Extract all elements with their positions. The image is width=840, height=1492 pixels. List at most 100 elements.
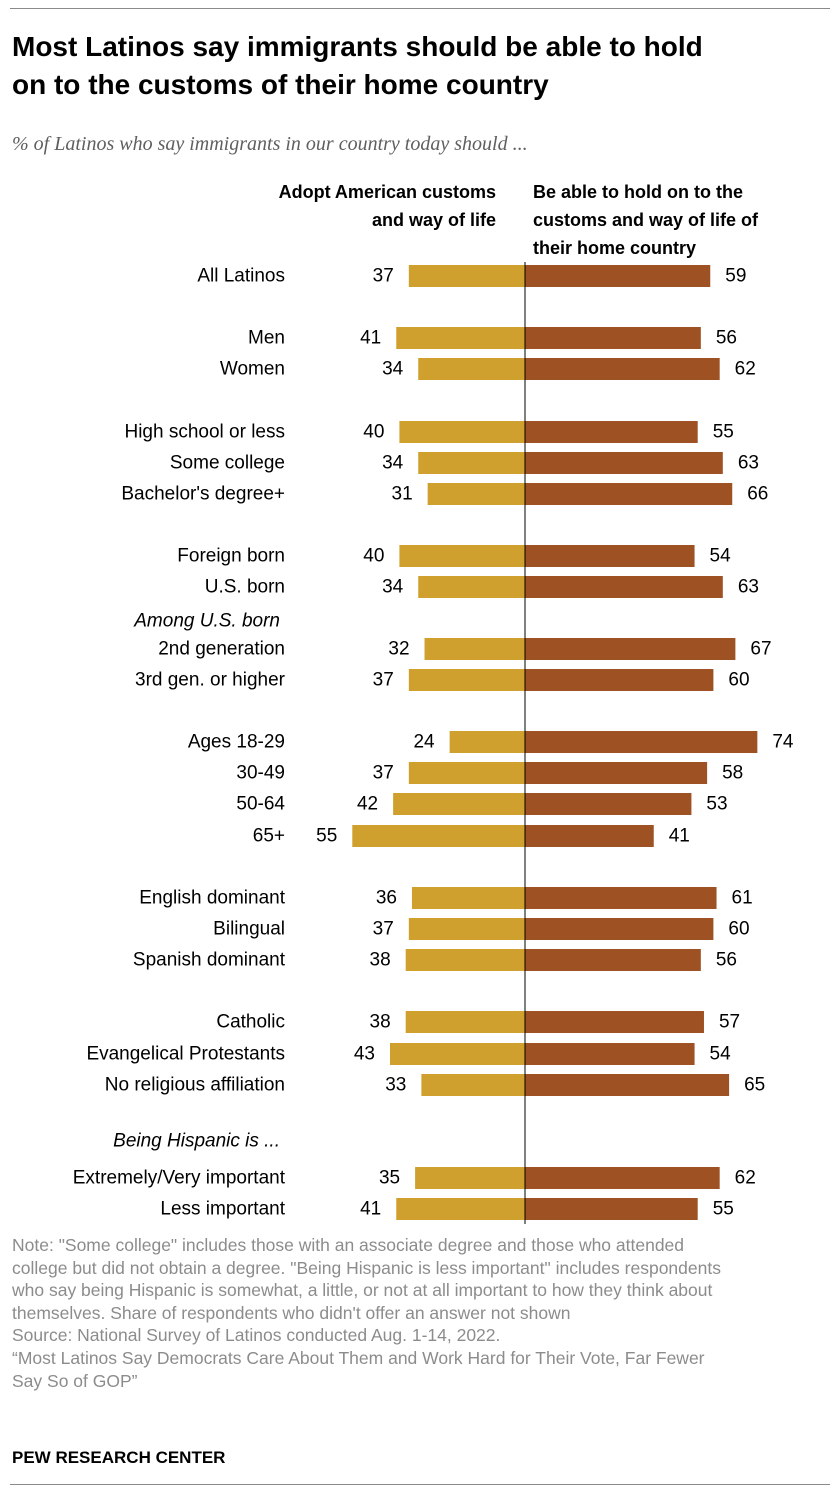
- category-label: High school or less: [124, 422, 285, 443]
- hold-bar: [525, 731, 758, 753]
- note-line: themselves. Share of respondents who did…: [12, 1302, 571, 1323]
- adopt-bar: [399, 421, 525, 443]
- adopt-value-label: 41: [360, 1199, 381, 1220]
- category-label: U.S. born: [205, 577, 285, 598]
- hold-value-label: 53: [706, 794, 727, 815]
- adopt-bar: [424, 638, 525, 660]
- note-line: college but did not obtain a degree. "Be…: [12, 1257, 721, 1278]
- adopt-value-label: 38: [370, 1012, 391, 1033]
- title-line: Most Latinos say immigrants should be ab…: [12, 31, 703, 62]
- column-header-hold: Be able to hold on to the customs and wa…: [533, 178, 758, 262]
- column-header-line: and way of life: [371, 210, 496, 230]
- hold-value-label: 56: [716, 950, 737, 971]
- adopt-bar: [396, 327, 525, 349]
- adopt-value-label: 35: [379, 1168, 400, 1189]
- column-header-line: Adopt American customs: [278, 182, 496, 202]
- chart-title: Most Latinos say immigrants should be ab…: [12, 28, 827, 104]
- adopt-bar: [408, 762, 525, 784]
- hold-value-label: 74: [772, 732, 794, 753]
- hold-value-label: 54: [710, 1044, 732, 1065]
- hold-value-label: 59: [725, 266, 746, 287]
- bottom-rule: [10, 1484, 830, 1485]
- report-title-line: Say So of GOP”: [12, 1370, 138, 1391]
- hold-value-label: 67: [750, 639, 771, 660]
- adopt-value-label: 34: [382, 577, 404, 598]
- hold-value-label: 63: [738, 577, 759, 598]
- adopt-value-label: 33: [385, 1075, 406, 1096]
- category-label: 3rd gen. or higher: [135, 670, 286, 691]
- hold-value-label: 54: [710, 546, 732, 567]
- hold-value-label: 62: [735, 1168, 756, 1189]
- category-label: Bachelor's degree+: [121, 484, 285, 505]
- hold-bar: [525, 918, 714, 940]
- adopt-bar: [418, 358, 525, 380]
- hold-bar: [525, 825, 654, 847]
- category-label: Extremely/Very important: [73, 1168, 286, 1189]
- source-line: Source: National Survey of Latinos condu…: [12, 1325, 501, 1346]
- hold-bar: [525, 265, 711, 287]
- category-label: Foreign born: [177, 546, 285, 567]
- hold-value-label: 66: [747, 484, 768, 505]
- category-label: Evangelical Protestants: [86, 1044, 285, 1065]
- category-label: 30-49: [236, 763, 285, 784]
- adopt-value-label: 40: [363, 546, 384, 567]
- hold-value-label: 60: [728, 670, 749, 691]
- category-label: All Latinos: [197, 266, 285, 287]
- hold-bar: [525, 1167, 720, 1189]
- column-header-line: customs and way of life of: [533, 210, 759, 230]
- adopt-value-label: 38: [370, 950, 391, 971]
- hold-value-label: 60: [728, 919, 749, 940]
- adopt-value-label: 31: [392, 484, 413, 505]
- column-header-line: their home country: [533, 238, 697, 258]
- adopt-bar: [405, 1011, 525, 1033]
- adopt-value-label: 37: [373, 266, 394, 287]
- section-label: Being Hispanic is ...: [113, 1131, 280, 1152]
- hold-bar: [525, 358, 720, 380]
- category-label: Spanish dominant: [133, 950, 286, 971]
- adopt-value-label: 55: [316, 826, 337, 847]
- hold-value-label: 63: [738, 453, 759, 474]
- hold-value-label: 65: [744, 1075, 765, 1096]
- hold-bar: [525, 545, 695, 567]
- category-label: 65+: [253, 826, 285, 847]
- hold-bar: [525, 452, 723, 474]
- adopt-value-label: 36: [376, 888, 397, 909]
- top-rule: [10, 8, 830, 9]
- hold-bar: [525, 669, 714, 691]
- hold-value-label: 62: [735, 359, 756, 380]
- report-title-line: “Most Latinos Say Democrats Care About T…: [12, 1347, 705, 1368]
- adopt-bar: [405, 949, 525, 971]
- hold-bar: [525, 638, 736, 660]
- hold-bar: [525, 1198, 698, 1220]
- category-label: Ages 18-29: [188, 732, 285, 753]
- chart-subtitle: % of Latinos who say immigrants in our c…: [12, 133, 528, 155]
- category-label: 2nd generation: [158, 639, 285, 660]
- hold-value-label: 41: [669, 826, 690, 847]
- hold-value-label: 55: [713, 1199, 734, 1220]
- adopt-value-label: 24: [413, 732, 435, 753]
- hold-bar: [525, 762, 708, 784]
- adopt-bar: [421, 1074, 525, 1096]
- hold-value-label: 58: [722, 763, 743, 784]
- adopt-bar: [396, 1198, 525, 1220]
- category-label: No religious affiliation: [105, 1075, 285, 1096]
- title-line: on to the customs of their home country: [12, 69, 549, 100]
- category-label: Bilingual: [213, 919, 285, 940]
- brand-logo-text: PEW RESEARCH CENTER: [12, 1448, 226, 1467]
- adopt-value-label: 37: [373, 919, 394, 940]
- adopt-value-label: 37: [373, 670, 394, 691]
- adopt-value-label: 40: [363, 422, 384, 443]
- hold-value-label: 56: [716, 328, 737, 349]
- hold-bar: [525, 576, 723, 598]
- hold-value-label: 57: [719, 1012, 740, 1033]
- adopt-bar: [449, 731, 525, 753]
- category-label: 50-64: [236, 794, 285, 815]
- category-label: English dominant: [139, 888, 285, 909]
- hold-bar: [525, 1011, 704, 1033]
- hold-value-label: 55: [713, 422, 734, 443]
- section-label: Among U.S. born: [133, 611, 280, 632]
- adopt-bar: [393, 793, 525, 815]
- adopt-bar: [352, 825, 525, 847]
- adopt-value-label: 42: [357, 794, 378, 815]
